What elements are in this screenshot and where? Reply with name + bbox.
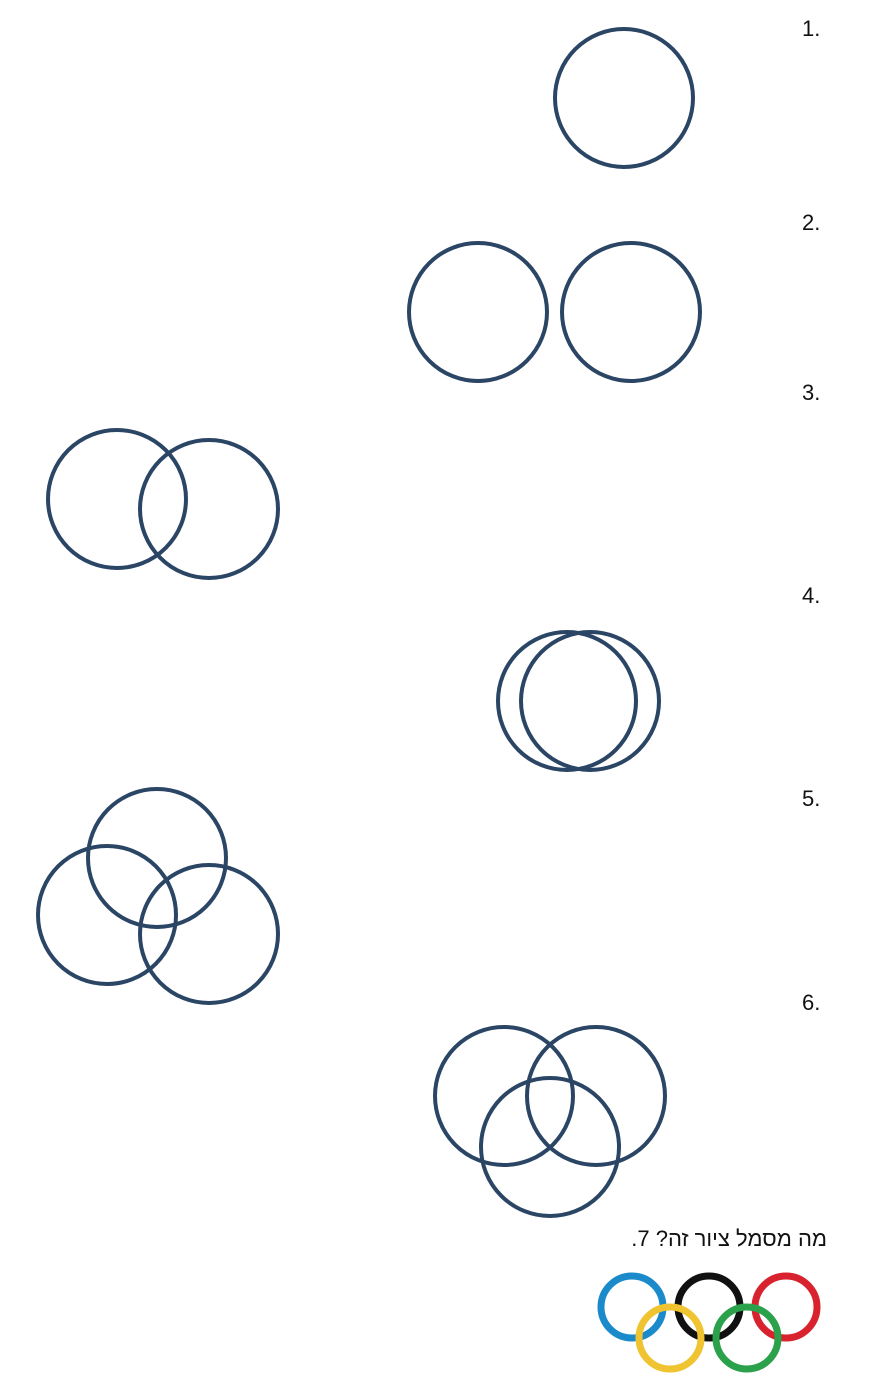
ring-yellow [635,1303,705,1373]
ring-blue [597,1272,667,1342]
ring-green [712,1303,782,1373]
circle-4a [496,630,638,772]
ring-red [751,1272,821,1342]
item-number-4: 4. [802,583,821,608]
olympic-rings-icon [597,1272,821,1373]
circle-5b [36,844,178,986]
circle-5c [138,863,280,1005]
circle-6b [525,1025,667,1167]
item-number-1: 1. [802,16,821,41]
circle-3a [46,428,188,570]
figure-5 [36,787,280,1005]
item-number-3: 3. [802,380,821,405]
figure-1 [553,27,695,169]
circle-6a [433,1025,575,1167]
figure-3 [46,428,280,580]
circle-2a [407,241,549,383]
question-7-text: מה מסמל ציור זה? [655,1226,827,1251]
question-7: מה מסמל ציור זה? 7. [631,1226,827,1252]
circle-4b [519,630,661,772]
circle-5a [86,787,228,929]
figure-4 [496,630,661,772]
circle-3b [138,438,280,580]
item-number-5: 5. [802,786,821,811]
circle-2b [560,241,702,383]
item-number-2: 2. [802,210,821,235]
figure-6 [433,1025,667,1218]
figure-2 [407,241,702,383]
question-7-number: 7. [631,1226,650,1251]
item-number-6: 6. [802,990,821,1015]
circle-6c [479,1076,621,1218]
circle-1a [553,27,695,169]
ring-black [674,1272,744,1342]
